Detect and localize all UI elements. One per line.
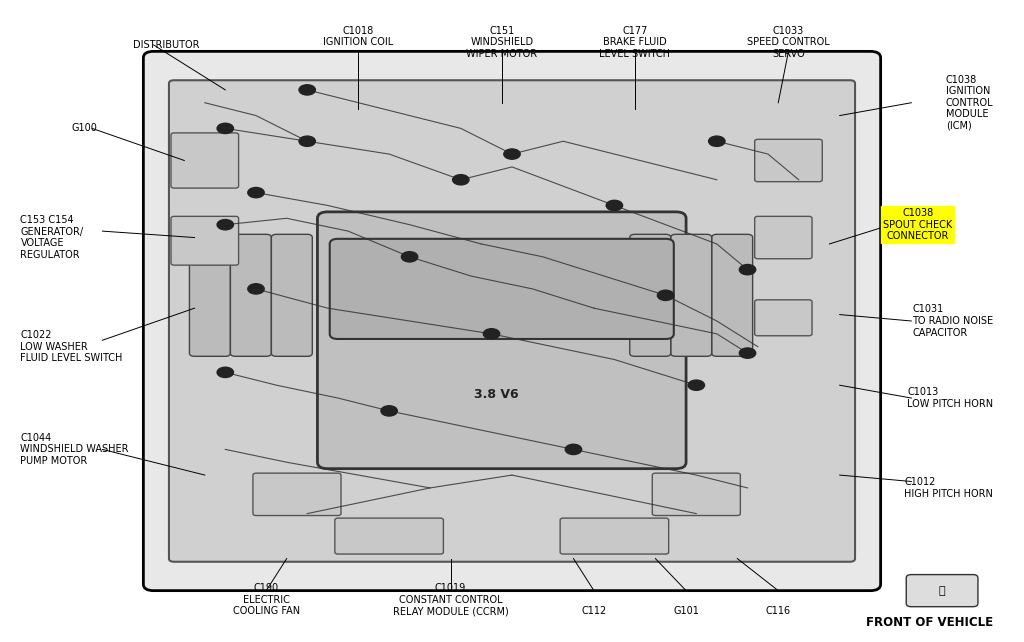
Text: FRONT OF VEHICLE: FRONT OF VEHICLE [866,616,993,629]
Text: C1031
TO RADIO NOISE
CAPACITOR: C1031 TO RADIO NOISE CAPACITOR [912,304,993,338]
Text: C1038
IGNITION
CONTROL
MODULE
(ICM): C1038 IGNITION CONTROL MODULE (ICM) [945,74,993,131]
Circle shape [453,175,469,185]
FancyBboxPatch shape [755,300,812,336]
Circle shape [299,85,315,95]
FancyBboxPatch shape [253,473,341,516]
Circle shape [688,380,705,390]
FancyBboxPatch shape [906,575,978,607]
FancyBboxPatch shape [712,234,753,356]
Text: C151
WINDSHIELD
WIPER MOTOR: C151 WINDSHIELD WIPER MOTOR [466,26,538,59]
FancyBboxPatch shape [271,234,312,356]
Circle shape [606,200,623,211]
FancyBboxPatch shape [171,216,239,265]
Circle shape [483,329,500,339]
Circle shape [657,290,674,300]
Text: DISTRIBUTOR: DISTRIBUTOR [133,40,200,50]
Text: C1038
SPOUT CHECK
CONNECTOR: C1038 SPOUT CHECK CONNECTOR [883,208,952,241]
FancyBboxPatch shape [169,80,855,562]
FancyBboxPatch shape [755,216,812,259]
Text: C112: C112 [582,606,606,616]
Circle shape [739,348,756,358]
Circle shape [248,284,264,294]
Text: G100: G100 [72,123,97,134]
Text: C1022
LOW WASHER
FLUID LEVEL SWITCH: C1022 LOW WASHER FLUID LEVEL SWITCH [20,330,123,363]
Text: C177
BRAKE FLUID
LEVEL SWITCH: C177 BRAKE FLUID LEVEL SWITCH [599,26,671,59]
Circle shape [739,265,756,275]
Text: C116: C116 [766,606,791,616]
Circle shape [504,149,520,159]
Circle shape [381,406,397,416]
FancyBboxPatch shape [317,212,686,469]
Circle shape [565,444,582,455]
Text: C1044
WINDSHIELD WASHER
PUMP MOTOR: C1044 WINDSHIELD WASHER PUMP MOTOR [20,433,129,466]
Text: 🐎: 🐎 [939,586,945,596]
FancyBboxPatch shape [143,51,881,591]
Text: C190
ELECTRIC
COOLING FAN: C190 ELECTRIC COOLING FAN [232,583,300,616]
Circle shape [217,123,233,134]
FancyBboxPatch shape [652,473,740,516]
Circle shape [248,187,264,198]
Circle shape [299,136,315,146]
Text: C1012
HIGH PITCH HORN: C1012 HIGH PITCH HORN [904,477,993,499]
Circle shape [709,136,725,146]
Text: G101: G101 [673,606,699,616]
Text: C1013
LOW PITCH HORN: C1013 LOW PITCH HORN [907,387,993,409]
FancyBboxPatch shape [755,139,822,182]
FancyBboxPatch shape [335,518,443,554]
FancyBboxPatch shape [171,133,239,188]
FancyBboxPatch shape [560,518,669,554]
FancyBboxPatch shape [189,234,230,356]
Circle shape [217,367,233,377]
FancyBboxPatch shape [671,234,712,356]
FancyBboxPatch shape [230,234,271,356]
Text: C1033
SPEED CONTROL
SERVO: C1033 SPEED CONTROL SERVO [748,26,829,59]
Text: C1019
CONSTANT CONTROL
RELAY MODULE (CCRM): C1019 CONSTANT CONTROL RELAY MODULE (CCR… [392,583,509,616]
Text: C153 C154
GENERATOR/
VOLTAGE
REGULATOR: C153 C154 GENERATOR/ VOLTAGE REGULATOR [20,215,84,260]
Text: C1018
IGNITION COIL: C1018 IGNITION COIL [324,26,393,48]
FancyBboxPatch shape [630,234,671,356]
Circle shape [217,220,233,230]
Text: 3.8 V6: 3.8 V6 [474,388,519,401]
FancyBboxPatch shape [330,239,674,339]
Circle shape [401,252,418,262]
